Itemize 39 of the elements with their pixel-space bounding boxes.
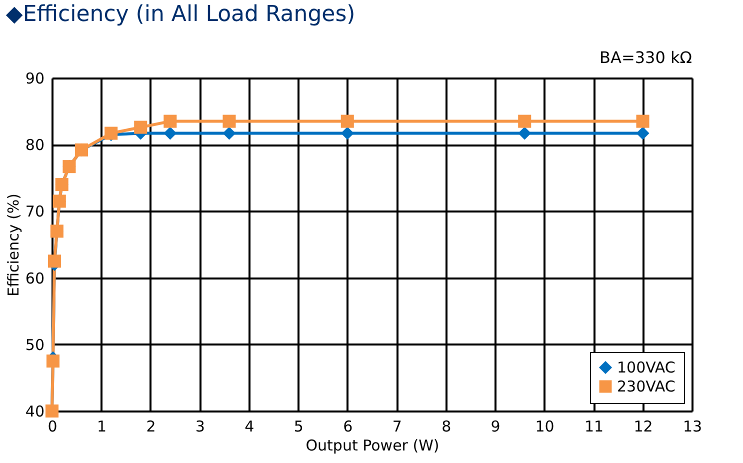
point [518, 114, 532, 128]
point [222, 126, 236, 140]
point [48, 254, 61, 268]
text: BA=330 kΩ [600, 48, 692, 67]
x-tick-label: 6 [343, 418, 353, 436]
point [636, 126, 650, 140]
x-tick-label: 13 [682, 418, 702, 436]
point [340, 114, 354, 128]
y-tick-label: 80 [25, 136, 44, 154]
x-tick-label: 9 [490, 418, 500, 436]
point [636, 114, 650, 128]
x-tick-label: 0 [48, 418, 58, 436]
x-tick-label: 8 [442, 418, 452, 436]
x-tick-label: 3 [195, 418, 205, 436]
y-tick-label: 90 [25, 70, 44, 88]
x-tick-label: 11 [584, 418, 604, 436]
x-tick-label: 10 [535, 418, 554, 436]
x-tick-label: 5 [294, 418, 304, 436]
point [164, 126, 177, 140]
legend-label: 230VAC [617, 378, 676, 396]
x-tick-label: 12 [634, 418, 653, 436]
point [518, 126, 532, 140]
point [46, 354, 60, 368]
x-tick-label: 1 [96, 418, 107, 436]
y-tick-label: 40 [25, 402, 44, 420]
x-tick-label: 7 [392, 418, 402, 436]
x-tick-label: 2 [146, 418, 156, 436]
point [134, 120, 148, 134]
point [164, 114, 177, 128]
point [222, 114, 236, 128]
y-tick-label: 50 [25, 336, 44, 354]
y-tick-label: 70 [25, 202, 44, 221]
legend-label: 100VAC [617, 358, 676, 376]
chart-title: ◆Efficiency (in All Load Ranges) [6, 2, 356, 27]
x-tick-label: 4 [244, 418, 254, 436]
y-tick-label: 60 [25, 269, 44, 288]
y-axis-title: Efficiency (%) [4, 194, 22, 296]
x-axis-title: Output Power (W) [306, 436, 440, 454]
point [340, 126, 354, 140]
